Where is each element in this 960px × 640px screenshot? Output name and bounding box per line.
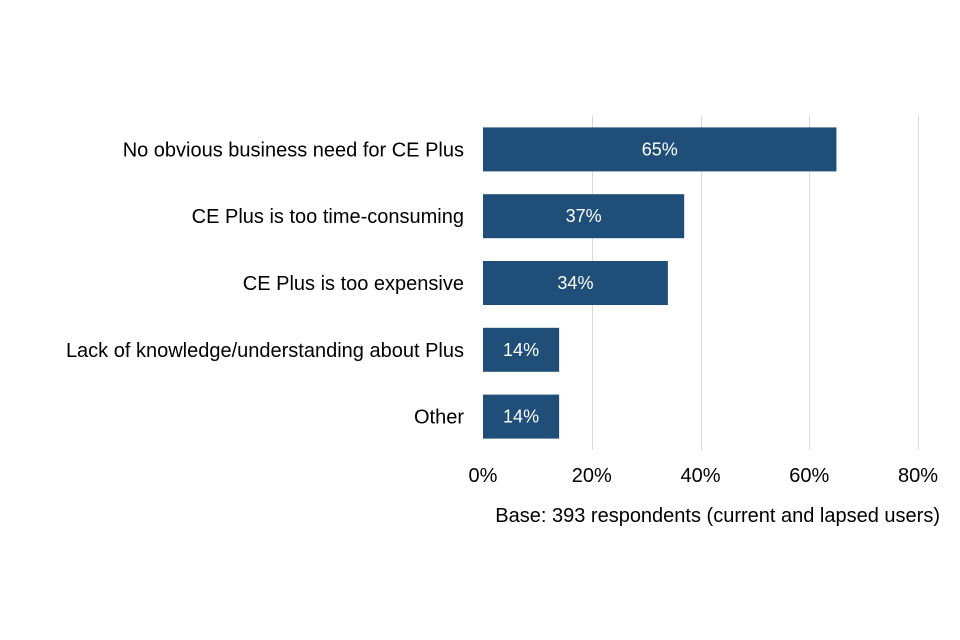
x-tick-label: 80% <box>898 465 938 487</box>
bar <box>483 327 560 372</box>
bar <box>483 261 668 305</box>
bar <box>483 394 560 439</box>
category-label: Lack of knowledge/understanding about Pl… <box>66 340 464 362</box>
data-label: 65% <box>642 139 678 159</box>
bars: 65% 37% 34% 14% 14% <box>483 127 837 439</box>
category-label: CE Plus is too time-consuming <box>192 206 464 228</box>
x-axis-ticks: 0% 20% 40% 60% 80% <box>469 465 939 487</box>
data-label: 14% <box>503 407 539 427</box>
x-tick-label: 20% <box>572 465 612 487</box>
data-label: 34% <box>557 273 593 293</box>
category-label: CE Plus is too expensive <box>243 273 464 295</box>
x-tick-label: 60% <box>789 465 829 487</box>
x-tick-label: 40% <box>680 465 720 487</box>
category-labels: No obvious business need for CE Plus CE P… <box>66 139 464 428</box>
bar <box>483 127 837 172</box>
bar <box>483 194 685 239</box>
x-tick-label: 0% <box>469 465 498 487</box>
category-label: Other <box>414 407 464 429</box>
base-note: Base: 393 respondents (current and lapse… <box>495 505 940 527</box>
data-label: 37% <box>566 206 602 226</box>
category-label: No obvious business need for CE Plus <box>123 139 464 161</box>
data-label: 14% <box>503 340 539 360</box>
